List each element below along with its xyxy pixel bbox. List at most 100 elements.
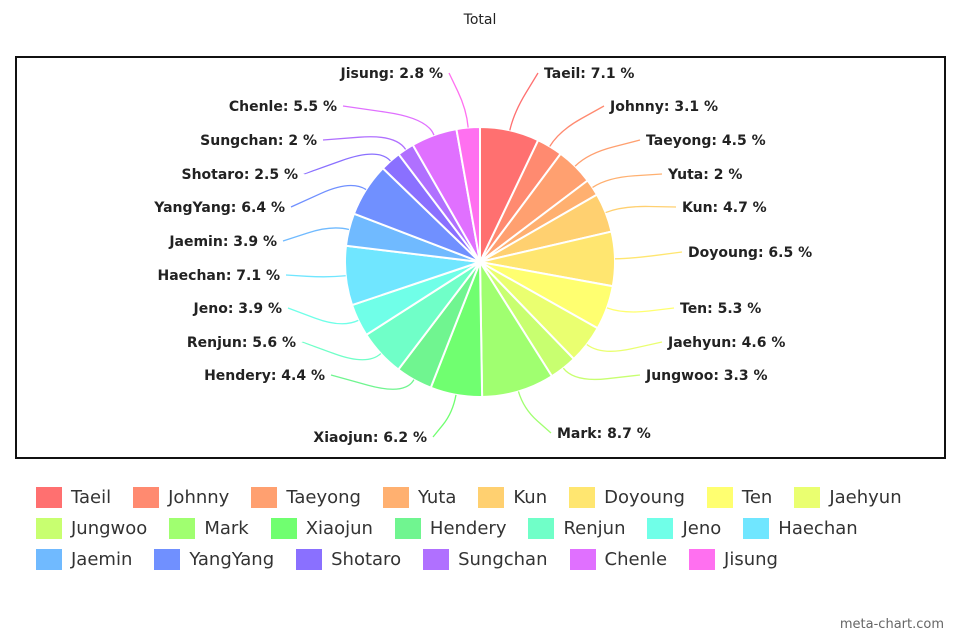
legend-label: Jungwoo	[71, 518, 148, 539]
data-label: Ten: 5.3 %	[680, 301, 761, 317]
legend-label: YangYang	[189, 549, 275, 570]
data-label: Haechan: 7.1 %	[157, 268, 280, 284]
legend-swatch	[743, 518, 770, 539]
legend-label: Ten	[741, 487, 773, 508]
legend-item-shotaro[interactable]: Shotaro	[296, 548, 401, 571]
connector-line	[342, 105, 435, 136]
legend-swatch	[569, 487, 596, 508]
legend-label: Jaemin	[71, 549, 133, 570]
connector-line	[322, 136, 407, 150]
legend-item-johnny[interactable]: Johnny	[133, 486, 229, 509]
legend-swatch	[794, 487, 821, 508]
legend-item-mark[interactable]: Mark	[169, 517, 249, 540]
legend-item-taeil[interactable]: Taeil	[36, 486, 111, 509]
legend-swatch	[296, 549, 323, 570]
legend-swatch	[689, 549, 716, 570]
legend-label: Sungchan	[458, 549, 548, 570]
legend-item-jisung[interactable]: Jisung	[689, 548, 778, 571]
legend-item-renjun[interactable]: Renjun	[528, 517, 625, 540]
legend-swatch	[36, 518, 62, 539]
legend-swatch	[133, 487, 160, 508]
legend-label: Taeyong	[286, 487, 361, 508]
connector-line	[303, 153, 391, 175]
legend-item-yangyang[interactable]: YangYang	[154, 548, 274, 571]
data-label: Hendery: 4.4 %	[204, 368, 325, 384]
legend-item-doyoung[interactable]: Doyoung	[569, 486, 685, 509]
legend-swatch	[169, 518, 196, 539]
connector-line	[285, 274, 346, 278]
legend-item-haechan[interactable]: Haechan	[743, 517, 858, 540]
chart-title: Total	[463, 12, 497, 28]
legend-label: Taeil	[71, 487, 112, 508]
legend-swatch	[36, 549, 62, 570]
legend-label: Jeno	[682, 518, 722, 539]
data-label: Jaemin: 3.9 %	[168, 234, 277, 250]
legend-label: Jisung	[724, 549, 778, 570]
data-label: Johnny: 3.1 %	[609, 99, 718, 115]
data-label: Renjun: 5.6 %	[187, 335, 296, 351]
legend-item-kun[interactable]: Kun	[478, 486, 547, 509]
pie-chart: Taeil: 7.1 % Johnny: 3.1 % Taeyong: 4.5 % Y…	[153, 66, 812, 446]
legend-item-jaemin[interactable]: Jaemin	[36, 548, 132, 571]
connector-line	[330, 374, 415, 390]
legend-label: Doyoung	[604, 487, 685, 508]
data-label: Taeyong: 4.5 %	[646, 133, 766, 149]
data-label: Jaehyun: 4.6 %	[667, 335, 785, 351]
legend-label: Xiaojun	[305, 518, 373, 539]
connector-line	[574, 139, 641, 167]
connector-line	[562, 367, 641, 381]
legend-swatch	[154, 549, 181, 570]
data-label: Jeno: 3.9 %	[193, 301, 282, 317]
data-label: Sungchan: 2 %	[200, 133, 317, 149]
pie-slice-jisung[interactable]	[455, 125, 481, 263]
legend-swatch	[423, 549, 450, 570]
legend-label: Yuta	[417, 487, 457, 508]
legend-label: Jaehyun	[829, 487, 902, 508]
legend-label: Haechan	[778, 518, 858, 539]
data-label: Kun: 4.7 %	[682, 200, 767, 216]
connector-line	[592, 173, 663, 188]
legend-item-sungchan[interactable]: Sungchan	[423, 548, 548, 571]
data-label: Xiaojun: 6.2 %	[313, 430, 427, 446]
legend-item-xiaojun[interactable]: Xiaojun	[270, 517, 373, 540]
connector-line	[549, 105, 605, 147]
data-label: Jungwoo: 3.3 %	[645, 368, 768, 384]
legend-swatch	[706, 487, 733, 508]
legend-label: Johnny	[168, 487, 230, 508]
legend-swatch	[528, 518, 555, 539]
data-label: Chenle: 5.5 %	[229, 99, 337, 115]
legend-swatch	[569, 549, 596, 570]
legend-label: Mark	[204, 518, 249, 539]
legend-label: Shotaro	[331, 549, 402, 570]
legend-item-yuta[interactable]: Yuta	[382, 486, 457, 509]
legend: Taeil Johnny Taeyong Yuta Kun Doyoung Ten Jaehy…	[36, 486, 936, 571]
legend-swatch	[394, 518, 421, 539]
legend-swatch	[36, 487, 62, 508]
data-label: YangYang: 6.4 %	[153, 200, 285, 216]
data-label: Taeil: 7.1 %	[544, 66, 634, 82]
legend-label: Hendery	[429, 518, 507, 539]
connector-line	[301, 341, 382, 361]
plot-frame	[15, 56, 946, 459]
legend-item-jeno[interactable]: Jeno	[647, 517, 721, 540]
connector-line	[605, 205, 677, 214]
connector-line	[509, 72, 539, 131]
legend-label: Chenle	[604, 549, 668, 570]
connector-line	[606, 307, 675, 313]
legend-label: Kun	[513, 487, 548, 508]
legend-swatch	[251, 487, 278, 508]
data-label: Jisung: 2.8 %	[340, 66, 443, 82]
connector-line	[282, 227, 350, 242]
connector-line	[290, 184, 367, 208]
legend-swatch	[647, 518, 674, 539]
legend-item-jaehyun[interactable]: Jaehyun	[794, 486, 902, 509]
legend-swatch	[478, 487, 505, 508]
legend-item-jungwoo[interactable]: Jungwoo	[36, 517, 147, 540]
legend-item-chenle[interactable]: Chenle	[569, 548, 668, 571]
connector-line	[586, 341, 663, 352]
legend-item-hendery[interactable]: Hendery	[394, 517, 507, 540]
watermark: meta-chart.com	[839, 617, 944, 632]
legend-item-ten[interactable]: Ten	[706, 486, 773, 509]
legend-swatch	[382, 487, 409, 508]
legend-item-taeyong[interactable]: Taeyong	[251, 486, 361, 509]
